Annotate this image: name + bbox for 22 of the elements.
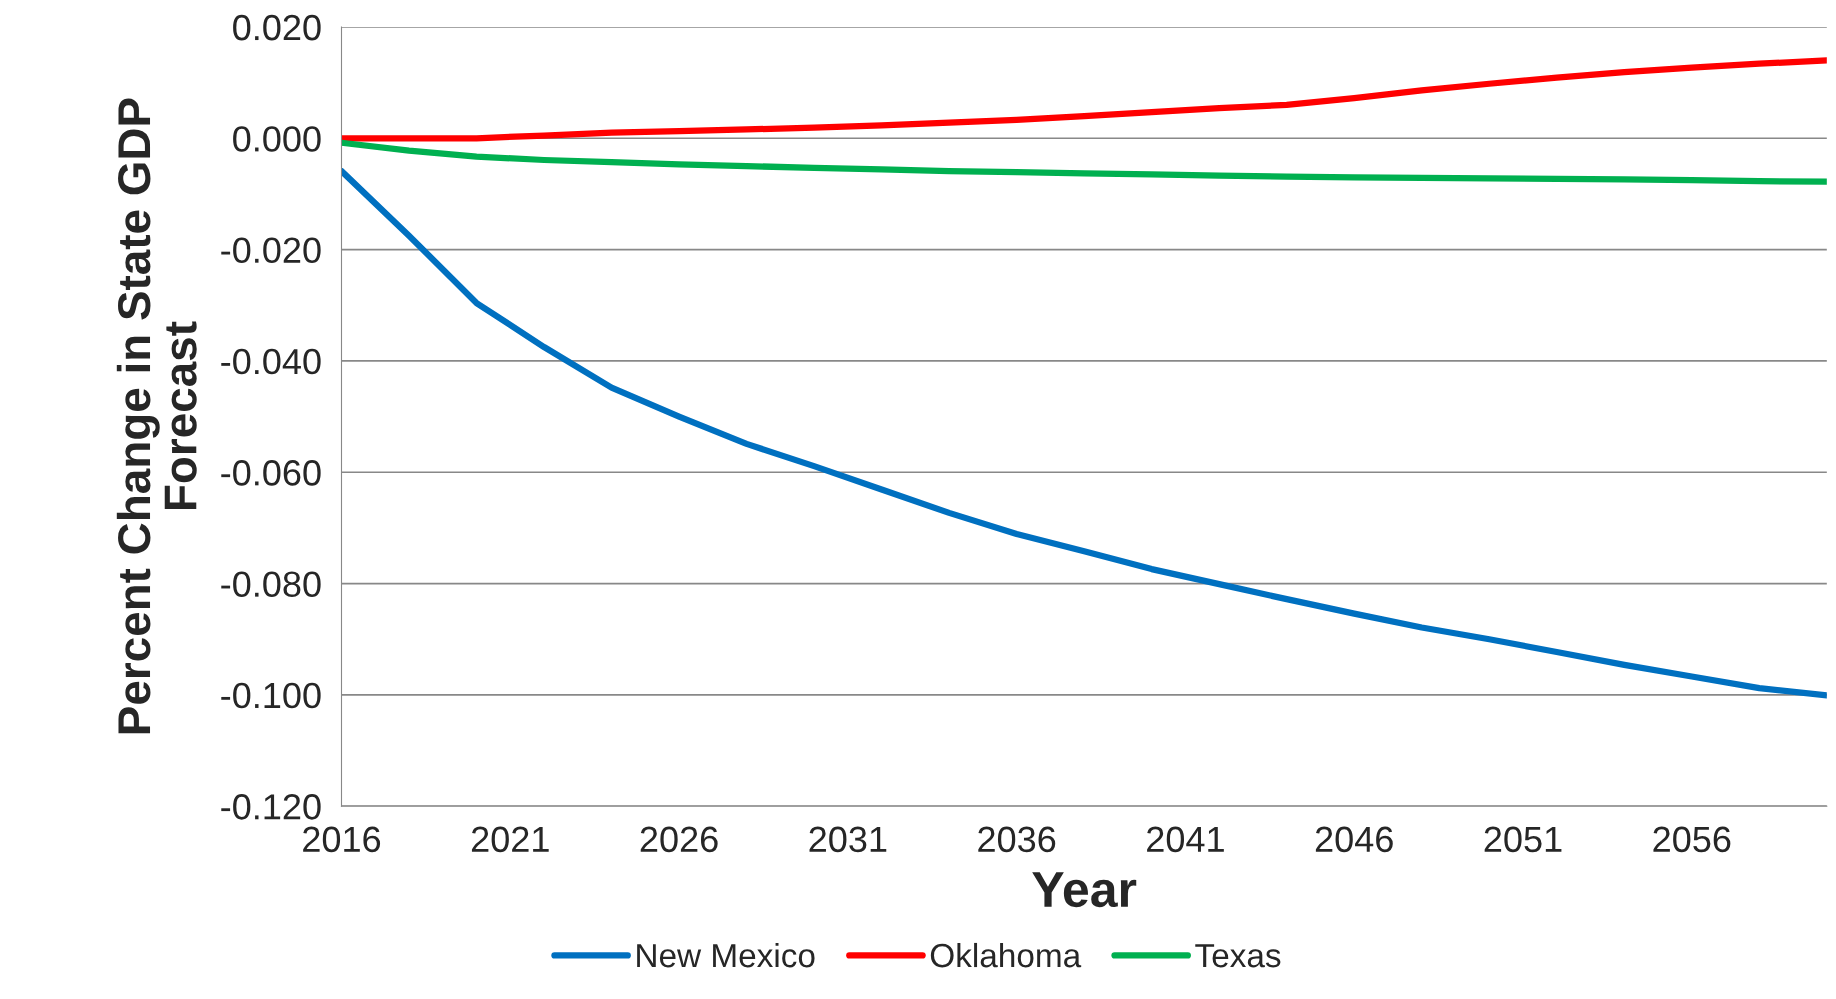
x-tick-label: 2051 — [1484, 826, 1562, 853]
y-tick-label: -0.040 — [221, 348, 321, 375]
x-tick-label: 2041 — [1147, 826, 1224, 853]
legend-label: New Mexico — [637, 942, 815, 968]
y-tick-label: -0.120 — [221, 794, 321, 820]
x-tick-label: 2031 — [809, 826, 887, 853]
y-tick-label: -0.020 — [221, 237, 321, 264]
legend-label: Oklahoma — [930, 942, 1082, 968]
legend-label: Texas — [1195, 944, 1281, 968]
y-tick-label: 0.020 — [233, 14, 321, 41]
y-tick-label: 0.000 — [233, 126, 321, 152]
y-tick-label: -0.100 — [221, 682, 321, 709]
x-tick-label: 2046 — [1315, 826, 1393, 853]
y-tick-label: -0.080 — [221, 571, 321, 597]
x-tick-label: 2056 — [1653, 826, 1731, 853]
y-tick-label: -0.060 — [221, 460, 321, 486]
y-axis-title: Percent Change in State GDP Forecast — [116, 98, 197, 734]
x-tick-label: 2026 — [640, 826, 718, 853]
x-tick-label: 2016 — [303, 826, 381, 853]
x-tick-label: 2036 — [978, 826, 1056, 853]
x-axis-title: Year — [1032, 872, 1137, 908]
x-tick-label: 2021 — [471, 826, 549, 853]
